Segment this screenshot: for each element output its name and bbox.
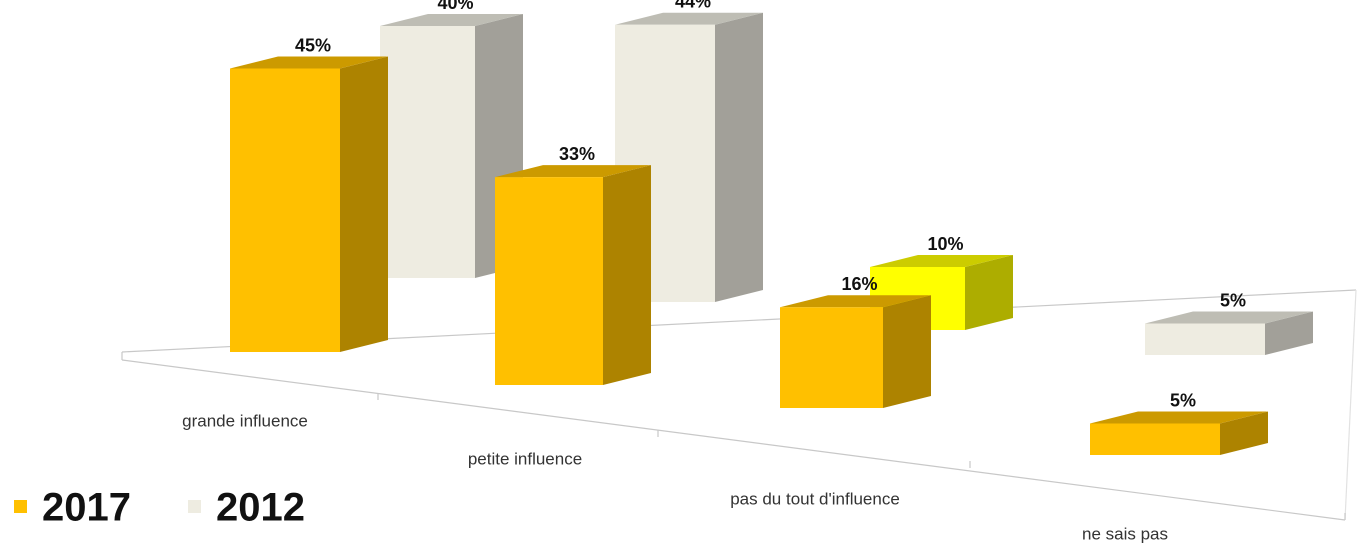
- data-label: 44%: [675, 0, 711, 12]
- x-tick-label: grande influence: [182, 411, 308, 430]
- legend-label: 2012: [216, 486, 305, 530]
- bar-top: [230, 56, 388, 69]
- x-tick-label: pas du tout d'influence: [730, 489, 900, 508]
- bar: [1145, 311, 1313, 355]
- data-label: 45%: [295, 35, 331, 55]
- bar-front: [1090, 423, 1220, 455]
- bar-top: [380, 14, 523, 26]
- legend-label: 2017: [42, 486, 131, 530]
- bar: [780, 295, 931, 408]
- bar-top: [1145, 311, 1313, 324]
- bar-top: [870, 255, 1013, 267]
- bar-side: [715, 12, 763, 303]
- legend-swatch: [14, 500, 27, 513]
- bar-front: [380, 26, 475, 278]
- legend-swatch: [188, 500, 201, 513]
- bar-side: [965, 255, 1013, 330]
- bar-side: [1220, 411, 1268, 455]
- bar-top: [615, 12, 763, 25]
- data-label: 5%: [1170, 390, 1196, 410]
- bar: [230, 56, 388, 352]
- bar-top: [1090, 411, 1268, 424]
- bar-front: [495, 177, 603, 385]
- data-label: 10%: [927, 234, 963, 254]
- data-label: 40%: [437, 0, 473, 13]
- bar-side: [883, 295, 931, 408]
- bar: [495, 165, 651, 385]
- data-label: 16%: [841, 274, 877, 294]
- x-tick-label: ne sais pas: [1082, 524, 1168, 543]
- x-tick-label: petite influence: [468, 449, 582, 468]
- bar-side: [340, 56, 388, 352]
- bar-top: [780, 295, 931, 308]
- bar-top: [495, 165, 651, 178]
- bar-front: [230, 68, 340, 352]
- bar-side: [1265, 311, 1313, 355]
- bar-side: [603, 165, 651, 385]
- bar-front: [1145, 323, 1265, 355]
- bar: [1090, 411, 1268, 455]
- data-label: 33%: [559, 144, 595, 164]
- bar: [380, 14, 523, 278]
- bar-front: [780, 307, 883, 408]
- data-label: 5%: [1220, 290, 1246, 310]
